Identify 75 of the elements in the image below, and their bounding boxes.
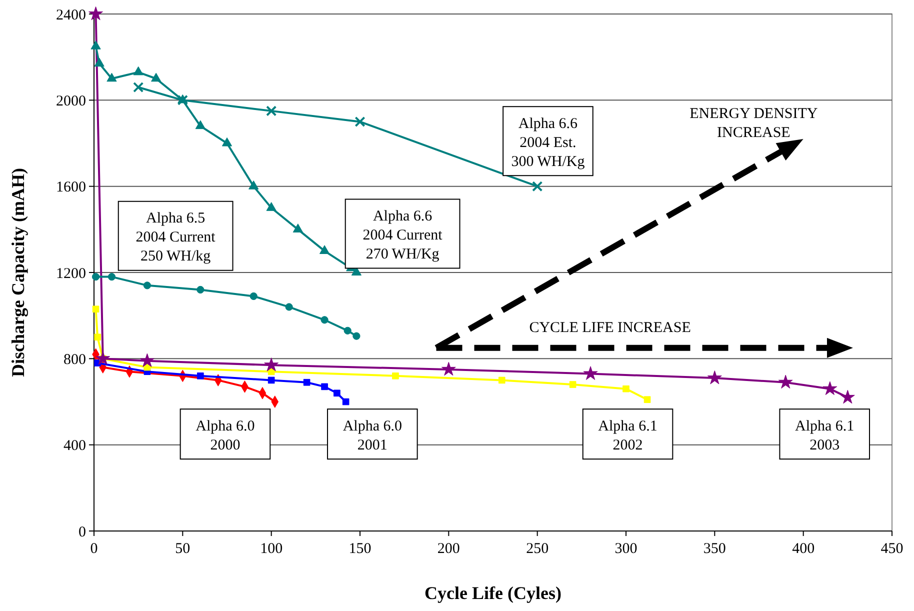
x-tick-label: 0 xyxy=(90,541,98,557)
y-tick-label: 1200 xyxy=(56,266,86,282)
annotation: CYCLE LIFE INCREASE xyxy=(529,320,691,336)
x-tick-label: 100 xyxy=(260,541,283,557)
point xyxy=(90,40,101,50)
point xyxy=(94,58,104,67)
y-tick-label: 800 xyxy=(64,352,86,368)
point xyxy=(195,120,206,130)
point xyxy=(250,292,258,300)
point xyxy=(644,396,651,404)
point xyxy=(334,390,340,397)
point xyxy=(133,82,144,93)
x-tick-label: 200 xyxy=(437,541,460,557)
point xyxy=(266,106,277,116)
point xyxy=(498,376,506,384)
x-tick-label: 150 xyxy=(348,541,372,557)
x-tick-label: 300 xyxy=(614,541,638,557)
point xyxy=(88,6,103,20)
annotation: Alpha 6.6 2004 Current 270 WH/Kg xyxy=(362,208,444,262)
point xyxy=(143,282,152,290)
point xyxy=(268,376,275,384)
point xyxy=(151,72,162,82)
annotation: Alpha 6.0 2001 xyxy=(342,418,402,454)
point xyxy=(354,116,366,128)
annotation: Alpha 6.6 2004 Est. 300 WH/Kg xyxy=(511,116,586,170)
point xyxy=(196,286,204,294)
point xyxy=(196,372,204,380)
y-tick-label: 2000 xyxy=(56,93,86,110)
point xyxy=(352,332,360,340)
point xyxy=(321,383,328,390)
point xyxy=(532,181,543,192)
point xyxy=(96,351,110,365)
y-tick-label: 2400 xyxy=(56,7,86,24)
point xyxy=(342,398,350,406)
point xyxy=(319,245,330,254)
point xyxy=(822,381,838,395)
point xyxy=(92,306,100,313)
annotation: Alpha 6.1 2003 xyxy=(795,418,854,454)
point xyxy=(292,224,303,232)
annotation: Alpha 6.5 2004 Current 250 WH/kg xyxy=(136,210,216,265)
point xyxy=(248,180,259,190)
point xyxy=(106,72,117,82)
x-tick-label: 450 xyxy=(880,541,904,557)
point xyxy=(707,370,722,384)
x-tick-label: 250 xyxy=(526,541,549,557)
annotation: ENERGY DENSITY INCREASE xyxy=(690,106,818,141)
point xyxy=(285,303,293,311)
point xyxy=(266,202,276,211)
point xyxy=(392,372,399,380)
point xyxy=(222,137,232,146)
x-tick-label: 50 xyxy=(175,541,190,557)
annotation: Alpha 6.0 2000 xyxy=(196,418,255,454)
point xyxy=(778,374,793,389)
annotation: Alpha 6.1 2002 xyxy=(598,418,658,454)
point xyxy=(108,272,116,281)
y-tick-label: 0 xyxy=(78,524,86,540)
x-axis-title: Cycle Life (Cyles) xyxy=(424,583,562,603)
y-tick-label: 400 xyxy=(64,438,86,454)
point xyxy=(583,366,598,380)
point xyxy=(569,381,576,388)
point xyxy=(320,316,328,324)
point xyxy=(622,385,630,392)
point xyxy=(94,334,101,341)
y-tick-label: 1600 xyxy=(56,180,86,196)
point xyxy=(264,358,279,372)
point xyxy=(92,272,100,281)
point xyxy=(344,326,352,334)
y-axis-title: Discharge Capacity (mAH) xyxy=(8,168,28,377)
point xyxy=(133,66,144,76)
x-tick-label: 400 xyxy=(792,541,815,557)
x-tick-label: 350 xyxy=(703,541,726,557)
point xyxy=(840,390,855,404)
point xyxy=(303,378,310,386)
point xyxy=(140,353,154,367)
point xyxy=(441,362,456,376)
